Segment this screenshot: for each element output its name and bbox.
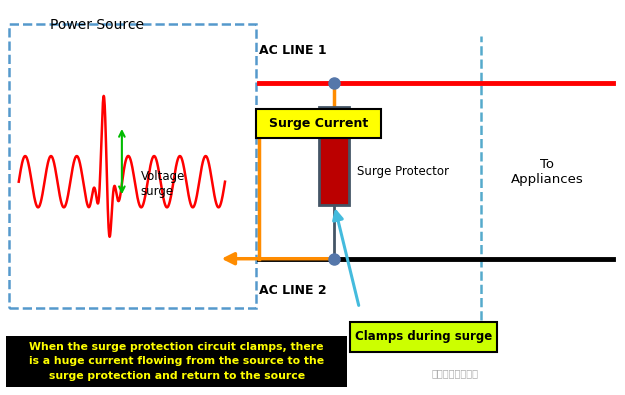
Bar — [6, 336, 347, 387]
Text: When the surge protection circuit clamps, there
is a huge current flowing from t: When the surge protection circuit clamps… — [29, 342, 324, 381]
Bar — [319, 107, 349, 205]
Bar — [9, 24, 256, 308]
Text: Clamps during surge: Clamps during surge — [355, 330, 492, 343]
Text: Voltage
surge: Voltage surge — [141, 170, 185, 198]
FancyBboxPatch shape — [256, 109, 381, 138]
Text: Power Source: Power Source — [50, 18, 144, 32]
Text: AC LINE 1: AC LINE 1 — [259, 44, 327, 57]
Text: 上海雷卤电磁兼客: 上海雷卤电磁兼客 — [431, 368, 478, 378]
FancyBboxPatch shape — [350, 322, 497, 352]
Text: AC LINE 2: AC LINE 2 — [259, 284, 327, 297]
Text: Surge Current: Surge Current — [269, 117, 368, 130]
Text: Surge Protector: Surge Protector — [357, 166, 449, 178]
Text: To
Appliances: To Appliances — [511, 158, 583, 186]
